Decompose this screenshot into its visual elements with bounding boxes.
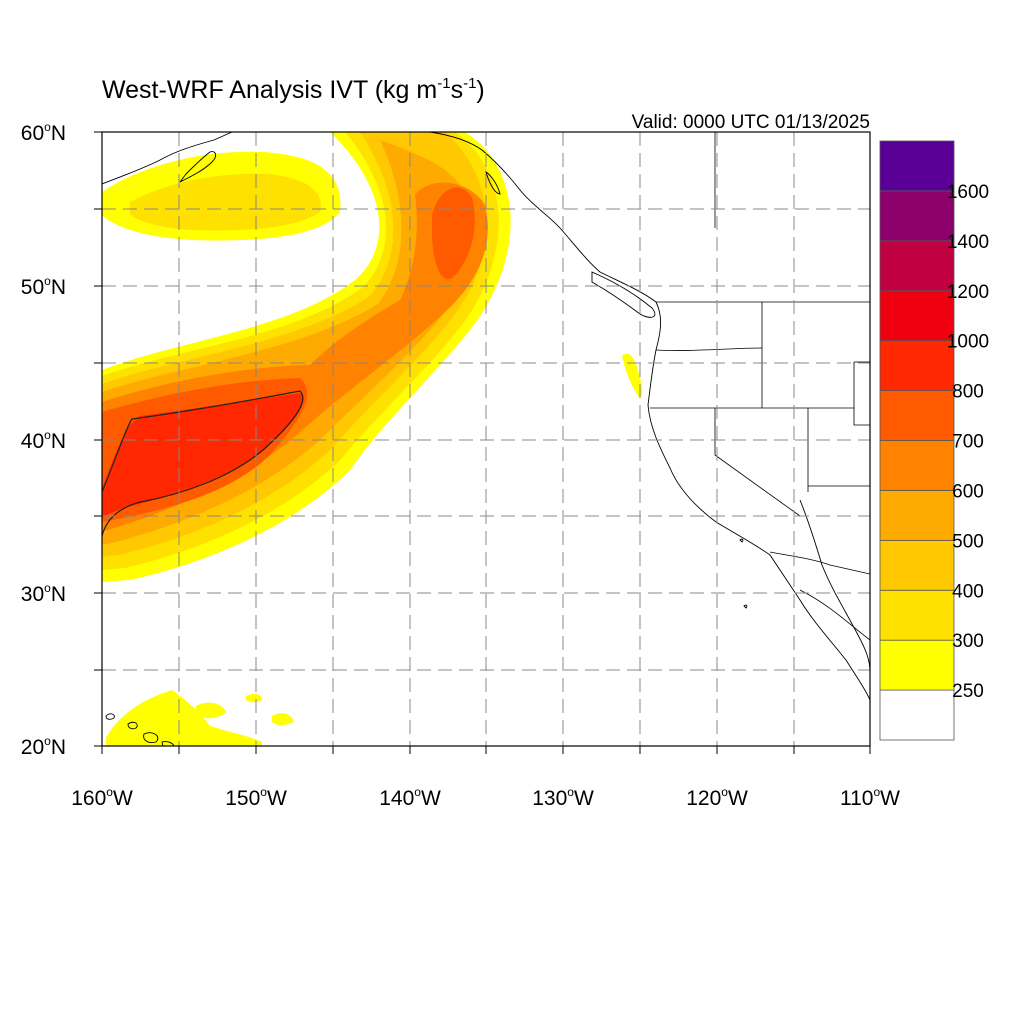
colorbar-swatch: [879, 390, 955, 441]
lon-label-110: 110oW: [840, 785, 900, 810]
valid-time-label: Valid: 0000 UTC 01/13/2025: [632, 112, 870, 133]
colorbar: 250 300 400 500 600 700 800 1000 1200 1400 1600: [879, 140, 989, 741]
lat-label-50: 50oN: [21, 274, 66, 299]
colorbar-label: 1000: [947, 332, 989, 353]
colorbar-label: 1200: [947, 282, 989, 303]
colorbar-swatch: [879, 440, 955, 491]
colorbar-label: 800: [952, 382, 984, 403]
colorbar-swatch: [879, 589, 955, 641]
colorbar-label: 700: [952, 432, 984, 453]
colorbar-label: 300: [952, 631, 984, 652]
lat-label-20: 20oN: [21, 734, 66, 759]
tick-marks: [94, 131, 871, 754]
colorbar-label: 500: [952, 531, 984, 552]
ivt-oregon-coast-patch: [622, 353, 643, 398]
coastlines: [102, 132, 870, 746]
colorbar-label: 250: [952, 681, 984, 702]
colorbar-swatch: [879, 190, 955, 242]
ivt-hawaii-patch: [106, 690, 262, 746]
colorbar-swatch: [879, 240, 955, 292]
colorbar-swatch: [879, 689, 955, 741]
figure-title: West-WRF Analysis IVT (kg m-1s-1): [102, 75, 485, 104]
colorbar-label: 1400: [947, 232, 989, 253]
lon-label-140: 140oW: [379, 785, 441, 810]
colorbar-swatch: [879, 140, 955, 192]
political-boundaries: [650, 132, 870, 641]
ivt-band-800: [102, 393, 304, 518]
ivt-gulf-blob-400: [130, 173, 321, 231]
colorbar-swatch: [879, 340, 955, 391]
colorbar-swatch: [879, 490, 955, 541]
colorbar-swatch: [879, 290, 955, 342]
graticule: [102, 132, 870, 746]
colorbar-swatch: [879, 639, 955, 691]
longitude-labels: 160oW 150oW 140oW 130oW 120oW 110oW: [71, 785, 900, 810]
colorbar-label: 400: [952, 581, 984, 602]
ivt-hawaii-patch-2: [196, 693, 294, 725]
plot-area: [94, 131, 871, 754]
colorbar-label: 600: [952, 481, 984, 502]
colorbar-label: 1600: [947, 182, 989, 203]
lon-label-130: 130oW: [532, 785, 594, 810]
latitude-labels: 60oN 50oN 40oN 30oN 20oN: [21, 120, 66, 759]
colorbar-swatch: [879, 539, 955, 591]
lat-label-60: 60oN: [21, 120, 66, 145]
lon-label-120: 120oW: [686, 785, 748, 810]
lon-label-160: 160oW: [71, 785, 133, 810]
lat-label-30: 30oN: [21, 581, 66, 606]
ivt-1000-contour: [102, 390, 304, 537]
lon-label-150: 150oW: [225, 785, 287, 810]
ivt-shading: [102, 132, 643, 746]
lat-label-40: 40oN: [21, 428, 66, 453]
